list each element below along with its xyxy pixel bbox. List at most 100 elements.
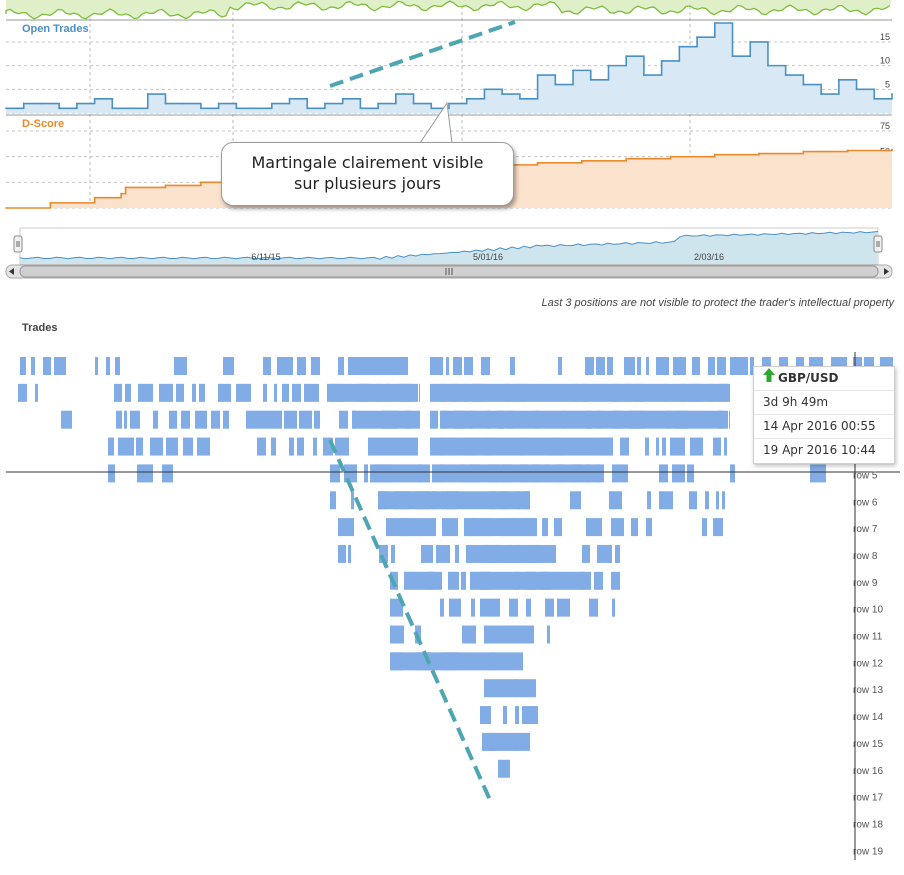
trade-bar-153[interactable] <box>724 437 727 456</box>
trade-bar-95[interactable] <box>211 410 220 429</box>
trade-bar-22[interactable] <box>481 357 490 375</box>
trade-bar-161[interactable] <box>364 464 368 483</box>
trade-bar-224[interactable] <box>379 544 388 563</box>
trade-bar-253[interactable] <box>471 598 475 617</box>
trade-bar-217[interactable] <box>646 518 652 537</box>
trade-bar-92[interactable] <box>169 410 177 429</box>
trade-bar-254[interactable] <box>509 598 518 617</box>
trade-bar-35[interactable] <box>717 357 726 375</box>
trade-bar-181[interactable] <box>370 464 422 483</box>
trade-bar-27[interactable] <box>607 357 613 375</box>
trade-bar-129[interactable] <box>166 437 178 456</box>
trade-bar-207[interactable] <box>442 518 458 537</box>
trade-bar-3[interactable] <box>54 357 66 375</box>
trade-bar-135[interactable] <box>297 437 304 456</box>
trade-bar-62[interactable] <box>304 383 319 402</box>
trade-bar-61[interactable] <box>292 383 301 402</box>
trade-bar-90[interactable] <box>130 410 140 429</box>
trade-bar-212[interactable] <box>542 518 548 537</box>
trade-bar-179[interactable] <box>687 464 694 483</box>
trade-bar-21[interactable] <box>464 357 473 375</box>
trade-bar-127[interactable] <box>136 437 143 456</box>
trade-bar-124[interactable] <box>246 410 282 429</box>
trade-bar-148[interactable] <box>656 437 659 456</box>
trade-bar-255[interactable] <box>526 598 531 617</box>
trade-bar-86[interactable] <box>330 383 418 402</box>
trade-bar-96[interactable] <box>223 410 229 429</box>
trade-bar-203[interactable] <box>442 491 530 510</box>
trade-bar-6[interactable] <box>115 357 120 375</box>
navigator-handle-left[interactable] <box>13 235 23 253</box>
scroll-right-icon[interactable] <box>884 268 889 275</box>
trade-bar-183[interactable] <box>330 491 336 510</box>
trade-bar-128[interactable] <box>150 437 163 456</box>
trade-bar-256[interactable] <box>545 598 554 617</box>
trade-bar-94[interactable] <box>195 410 207 429</box>
trade-bar-156[interactable] <box>108 464 115 483</box>
trade-bar-31[interactable] <box>656 357 669 375</box>
trade-bar-126[interactable] <box>118 437 134 456</box>
trade-bar-49[interactable] <box>114 383 122 402</box>
trade-bar-228[interactable] <box>455 544 459 563</box>
trade-bar-239[interactable] <box>448 571 459 590</box>
trade-bar-28[interactable] <box>624 357 635 375</box>
trade-bar-197[interactable] <box>659 491 673 510</box>
trade-bar-56[interactable] <box>218 383 231 402</box>
trade-bar-146[interactable] <box>620 437 629 456</box>
navigator-handle-right[interactable] <box>873 235 883 253</box>
trade-bar-91[interactable] <box>153 410 158 429</box>
trade-bar-13[interactable] <box>338 357 344 375</box>
trade-bar-104[interactable] <box>415 410 420 429</box>
trade-bar-25[interactable] <box>585 357 594 375</box>
trade-bar-52[interactable] <box>159 383 173 402</box>
trade-bar-222[interactable] <box>338 544 346 563</box>
trade-bar-50[interactable] <box>125 383 131 402</box>
trade-bar-1[interactable] <box>31 357 35 375</box>
trade-bar-227[interactable] <box>436 544 450 563</box>
trade-bar-258[interactable] <box>589 598 598 617</box>
trade-bar-154[interactable] <box>440 437 612 456</box>
trade-bar-132[interactable] <box>257 437 266 456</box>
trade-bar-182[interactable] <box>440 464 600 483</box>
trade-bar-282[interactable] <box>498 759 510 778</box>
trade-bar-121[interactable] <box>729 410 730 429</box>
trade-bar-225[interactable] <box>391 544 395 563</box>
trade-bar-249[interactable] <box>470 571 584 590</box>
trade-bar-34[interactable] <box>708 357 715 375</box>
trade-bar-89[interactable] <box>124 410 127 429</box>
trade-bar-134[interactable] <box>289 437 294 456</box>
trade-bar-257[interactable] <box>557 598 570 617</box>
trade-bar-147[interactable] <box>645 437 649 456</box>
trade-bar-164[interactable] <box>432 464 443 483</box>
trade-bar-87[interactable] <box>61 410 72 429</box>
trade-bar-133[interactable] <box>271 437 276 456</box>
trade-bar-219[interactable] <box>713 518 723 537</box>
trade-bar-59[interactable] <box>274 383 277 402</box>
trade-bar-159[interactable] <box>330 464 340 483</box>
trade-bar-184[interactable] <box>351 491 354 510</box>
trade-bar-233[interactable] <box>582 544 590 563</box>
trade-bar-85[interactable] <box>440 383 728 402</box>
trade-bar-137[interactable] <box>323 437 333 456</box>
trade-bar-201[interactable] <box>722 491 725 510</box>
trade-bar-280[interactable] <box>514 732 530 751</box>
trade-bar-259[interactable] <box>612 598 615 617</box>
trade-bar-138[interactable] <box>335 437 349 456</box>
trade-bar-200[interactable] <box>716 491 719 510</box>
trade-bar-8[interactable] <box>223 357 234 375</box>
trade-bar-177[interactable] <box>659 464 668 483</box>
trade-bar-247[interactable] <box>611 571 620 590</box>
trade-bar-278[interactable] <box>522 706 538 725</box>
trade-bar-223[interactable] <box>348 544 351 563</box>
trade-bar-214[interactable] <box>586 518 602 537</box>
trade-bar-198[interactable] <box>689 491 697 510</box>
trade-bar-51[interactable] <box>138 383 153 402</box>
trade-bar-10[interactable] <box>277 357 293 375</box>
trade-bar-218[interactable] <box>702 518 707 537</box>
trade-bar-199[interactable] <box>705 491 709 510</box>
trade-bar-68[interactable] <box>419 383 420 402</box>
trade-bar-99[interactable] <box>314 410 320 429</box>
trade-bar-226[interactable] <box>421 544 433 563</box>
trade-bar-32[interactable] <box>673 357 686 375</box>
trade-bar-267[interactable] <box>484 625 534 644</box>
